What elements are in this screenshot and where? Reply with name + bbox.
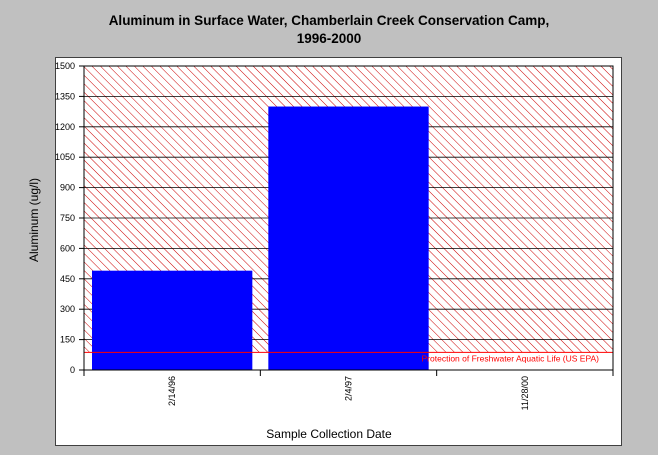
chart-title: Aluminum in Surface Water, Chamberlain C… — [0, 12, 658, 48]
y-tick-label: 300 — [60, 304, 75, 314]
y-tick-label: 450 — [60, 274, 75, 284]
y-tick-label: 1050 — [55, 152, 75, 162]
y-tick-label: 1200 — [55, 122, 75, 132]
y-tick-label: 900 — [60, 183, 75, 193]
plot-border — [83, 65, 614, 371]
x-axis-label: Sample Collection Date — [266, 427, 392, 441]
y-axis-label: Aluminum (ug/l) — [27, 177, 41, 263]
reference-line-label: Protection of Freshwater Aquatic Life (U… — [422, 353, 600, 363]
x-tick-label: 2/4/97 — [344, 376, 354, 401]
y-tick-label: 600 — [60, 243, 75, 253]
y-tick-label: 1500 — [55, 61, 75, 71]
x-tick-label: 2/14/96 — [167, 376, 177, 406]
y-tick-label: 150 — [60, 335, 75, 345]
bar-2/14/96 — [92, 270, 253, 370]
y-tick-label: 1350 — [55, 91, 75, 101]
chart-title-line-2: 1996-2000 — [296, 31, 362, 46]
bar-2/4/97 — [268, 106, 429, 371]
y-tick-label: 0 — [70, 365, 75, 375]
y-tick-label: 750 — [60, 213, 75, 223]
x-tick-label: 11/28/00 — [520, 376, 530, 410]
chart-title-line-1: Aluminum in Surface Water, Chamberlain C… — [108, 13, 550, 28]
